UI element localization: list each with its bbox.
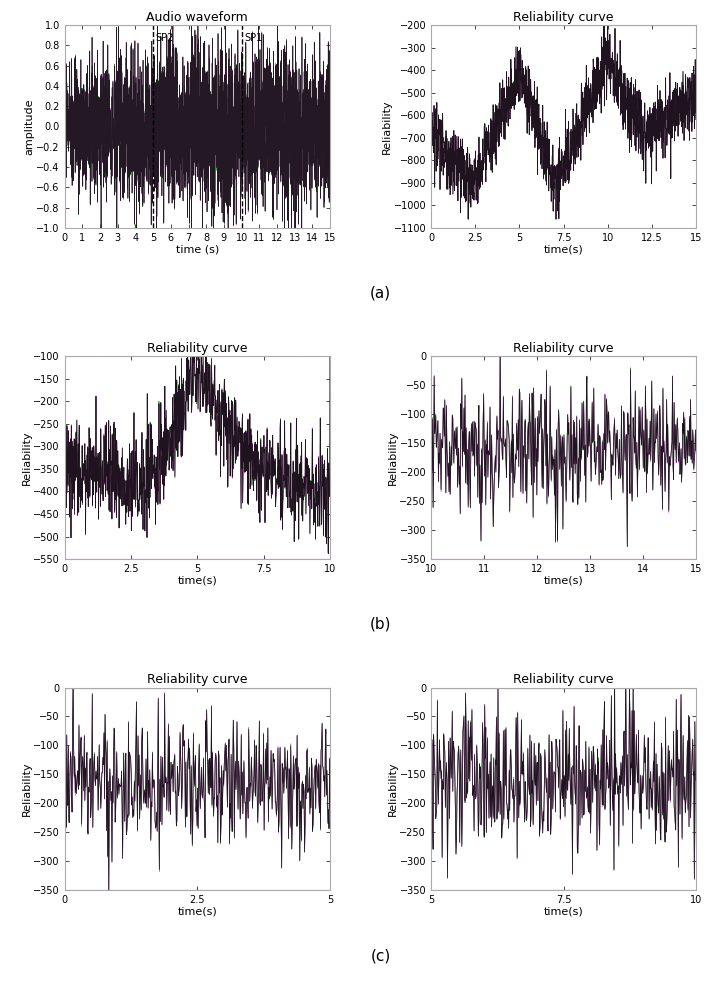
Title: Reliability curve: Reliability curve [513, 342, 614, 355]
X-axis label: time(s): time(s) [177, 575, 218, 585]
Y-axis label: Reliability: Reliability [388, 762, 398, 816]
X-axis label: time(s): time(s) [544, 907, 584, 917]
Text: (a): (a) [370, 286, 391, 301]
Title: Reliability curve: Reliability curve [147, 673, 248, 686]
Text: (c): (c) [370, 948, 391, 963]
Text: (b): (b) [370, 617, 391, 632]
X-axis label: time(s): time(s) [544, 244, 584, 254]
X-axis label: time(s): time(s) [544, 575, 584, 585]
Y-axis label: Reliability: Reliability [22, 762, 32, 816]
X-axis label: time(s): time(s) [177, 907, 218, 917]
Title: Reliability curve: Reliability curve [513, 673, 614, 686]
Y-axis label: Reliability: Reliability [388, 430, 398, 485]
X-axis label: time (s): time (s) [176, 244, 219, 254]
Text: SP2: SP2 [156, 33, 174, 43]
Title: Reliability curve: Reliability curve [147, 342, 248, 355]
Title: Audio waveform: Audio waveform [146, 11, 248, 24]
Y-axis label: Reliability: Reliability [382, 99, 392, 154]
Y-axis label: Reliability: Reliability [22, 430, 32, 485]
Y-axis label: amplitude: amplitude [25, 98, 35, 155]
Title: Reliability curve: Reliability curve [513, 11, 614, 24]
Text: SP1: SP1 [244, 33, 263, 43]
